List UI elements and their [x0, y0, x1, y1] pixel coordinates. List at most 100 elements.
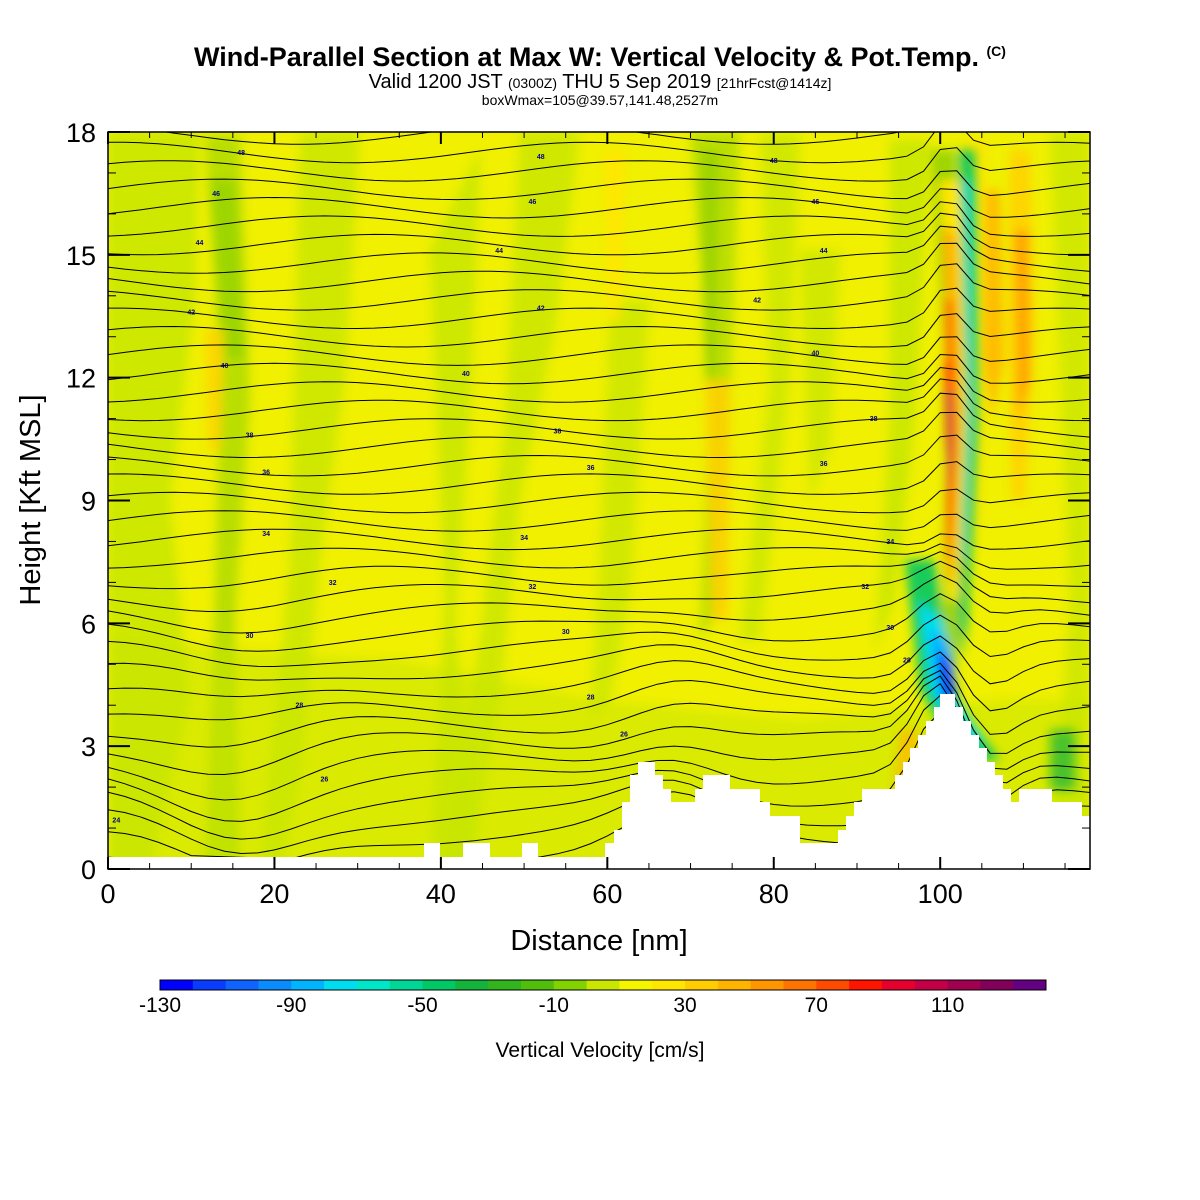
- colorbar-tick-label: 30: [673, 994, 696, 1017]
- x-tick-label: 60: [592, 879, 622, 909]
- colorbar-swatch: [849, 980, 883, 990]
- contour-label: 48: [537, 154, 545, 161]
- theta-contour: [108, 225, 1090, 274]
- theta-contour: [108, 313, 1090, 348]
- velocity-field: 24 26 26 28 28 28 30 30 30 32 32 32 34 34 34 36 36 36 38 38…: [108, 132, 1090, 869]
- colorbar-swatch: [258, 980, 292, 990]
- colorbar: -130 -90 -50 -10 30 70 110 Vertical Velocity [c…: [139, 979, 1047, 1062]
- contour-label: 26: [620, 731, 628, 738]
- title-text: Wind-Parallel Section at Max W: Vertical…: [194, 42, 979, 72]
- contour-label: 42: [187, 310, 195, 317]
- contour-label: 30: [886, 625, 894, 632]
- colorbar-swatch: [914, 980, 949, 990]
- title-suffix: (C): [986, 43, 1006, 59]
- contour-label: 26: [320, 776, 328, 783]
- contour-label: 38: [553, 428, 561, 435]
- contour-label: 34: [520, 535, 528, 542]
- contour-label: 28: [296, 703, 304, 710]
- contour-label: 40: [462, 371, 470, 378]
- contour-label: 46: [529, 199, 537, 206]
- theta-contour: [108, 287, 1090, 330]
- contour-label: 38: [246, 432, 254, 439]
- contour-label: 44: [196, 240, 204, 247]
- theta-contour: [108, 378, 1090, 422]
- colorbar-swatch: [455, 980, 489, 990]
- colorbar-tick-label: 110: [931, 994, 964, 1017]
- theta-contour: [108, 132, 1090, 164]
- contour-label: 24: [112, 817, 120, 824]
- contour-label: 36: [262, 469, 270, 476]
- colorbar-swatch: [685, 980, 719, 990]
- colorbar-swatch: [619, 980, 653, 990]
- colorbar-swatch: [947, 980, 981, 990]
- theta-contour: [108, 543, 1090, 570]
- contour-label: 32: [861, 584, 869, 591]
- theta-contour: [108, 682, 1090, 801]
- contour-label: 42: [537, 306, 545, 313]
- colorbar-swatch: [816, 980, 850, 990]
- contour-label: 34: [886, 539, 894, 546]
- theta-contour: [108, 461, 1090, 495]
- colorbar-tick-label: -10: [539, 994, 569, 1017]
- contour-label: 34: [262, 531, 270, 538]
- y-tick-label: 12: [66, 364, 96, 394]
- colorbar-swatch: [783, 980, 817, 990]
- contour-label: 32: [329, 580, 337, 587]
- theta-contour: [108, 212, 1090, 256]
- y-axis-label: Height [Kft MSL]: [15, 394, 47, 605]
- theta-contour: [108, 574, 1090, 634]
- theta-contour: [108, 353, 1090, 385]
- contour-labels: 24 26 26 28 28 28 30 30 30 32 32 32 34 34 34 36 36 36 38 38…: [112, 150, 910, 824]
- colorbar-swatch: [586, 980, 620, 990]
- contour-label: 36: [587, 465, 595, 472]
- theta-contour: [108, 635, 1090, 685]
- contour-label: 28: [903, 658, 911, 665]
- contour-label: 36: [820, 461, 828, 468]
- contour-label: 40: [221, 363, 229, 370]
- valid-date: THU 5 Sep 2019: [562, 71, 712, 93]
- contour-label: 32: [529, 584, 537, 591]
- colorbar-swatch: [488, 980, 522, 990]
- terrain-mask: [108, 694, 1090, 869]
- colorbar-tick-label: -50: [407, 994, 437, 1017]
- y-tick-label: 18: [66, 118, 96, 148]
- contour-label: 46: [212, 191, 220, 198]
- y-tick-label: 3: [81, 732, 96, 762]
- colorbar-swatch: [192, 980, 227, 990]
- colorbar-swatch: [881, 980, 916, 990]
- theta-contour: [108, 614, 1090, 668]
- theta-contour: [108, 593, 1090, 652]
- theta-contour: [108, 669, 1090, 754]
- contour-label: 38: [870, 416, 878, 423]
- theta-contour: [108, 366, 1090, 403]
- colorbar-swatch: [520, 980, 555, 990]
- contour-label: 30: [246, 633, 254, 640]
- x-tick-label: 100: [918, 879, 963, 909]
- colorbar-tick-label: -130: [139, 994, 181, 1017]
- contour-label: 44: [820, 248, 828, 255]
- theta-contour: [108, 263, 1090, 311]
- colorbar-swatch: [652, 980, 686, 990]
- contour-label: 28: [587, 695, 595, 702]
- colorbar-swatch: [356, 980, 391, 990]
- y-tick-label: 9: [81, 487, 96, 517]
- contour-label: 30: [562, 629, 570, 636]
- colorbar-swatch: [225, 980, 259, 990]
- y-tick-label: 6: [81, 609, 96, 639]
- colorbar-swatch: [160, 980, 194, 990]
- theta-contour: [108, 170, 1090, 201]
- x-tick-label: 0: [100, 879, 115, 909]
- theta-contour: [108, 188, 1090, 219]
- x-tick-label: 80: [759, 879, 789, 909]
- contour-label: 48: [237, 150, 245, 157]
- colorbar-swatch: [750, 980, 784, 990]
- colorbar-swatch: [980, 980, 1014, 990]
- box-wmax-info: boxWmax=105@39.57,141.48,2527m: [481, 92, 719, 108]
- colorbar-tick-label: 70: [805, 994, 828, 1017]
- valid-utc: (0300Z): [507, 75, 558, 91]
- theta-contour: [108, 694, 1090, 822]
- theta-contour: [108, 201, 1090, 237]
- valid-prefix: Valid 1200 JST: [368, 71, 503, 93]
